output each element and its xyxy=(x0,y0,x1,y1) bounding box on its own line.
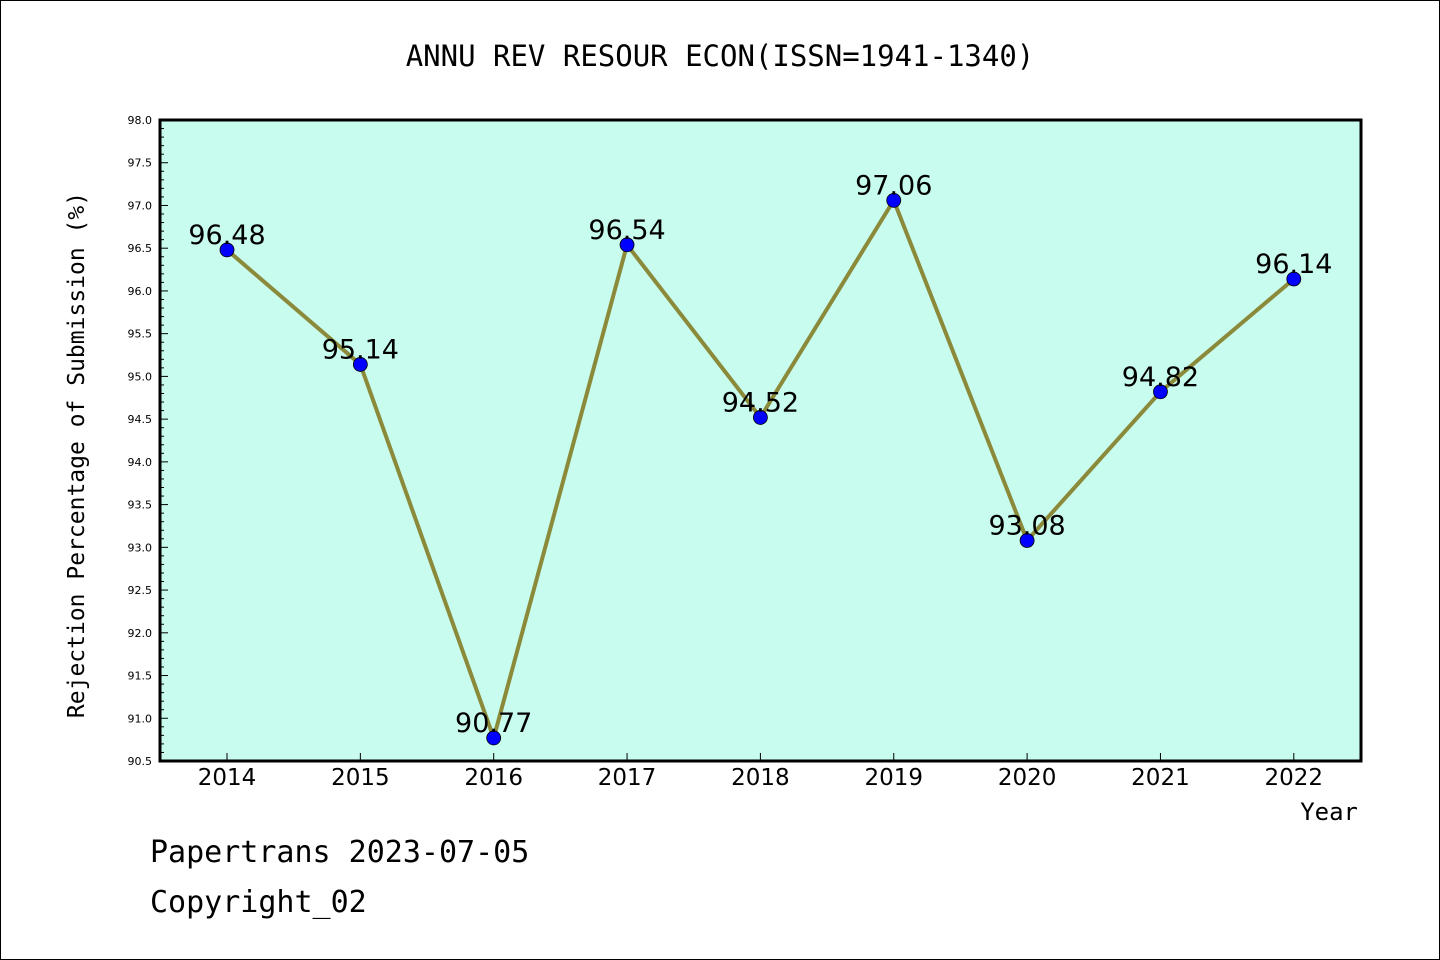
data-label: 93.08 xyxy=(988,510,1065,541)
y-tick-label: 91.0 xyxy=(128,712,153,725)
y-tick-label: 95.5 xyxy=(128,328,153,341)
x-tick-label: 2018 xyxy=(731,765,790,791)
y-tick-label: 96.5 xyxy=(128,242,153,255)
data-point xyxy=(1286,271,1302,287)
y-axis-label: Rejection Percentage of Submission (%) xyxy=(64,192,90,718)
data-label: 90.77 xyxy=(455,708,532,739)
footer-copyright: Copyright_02 xyxy=(150,885,367,920)
y-tick-label: 93.5 xyxy=(128,499,153,512)
footer-date: Papertrans 2023-07-05 xyxy=(150,835,530,870)
data-label: 96.54 xyxy=(588,215,665,246)
data-point xyxy=(753,410,768,425)
chart-title: ANNU REV RESOUR ECON(ISSN=1941-1340) xyxy=(406,39,1035,73)
x-tick-label: 2022 xyxy=(1265,765,1324,791)
x-axis-label: Year xyxy=(1300,798,1358,826)
plot-area xyxy=(158,118,1363,763)
x-axis: 2014 2015 2016 2017 2018 2019 2020 2021 2022 xyxy=(198,753,1323,791)
data-point xyxy=(486,730,502,746)
y-axis: 90.5 91.0 91.5 92.0 92.5 93.0 93.5 94.0 94.5 95.0… xyxy=(128,114,168,768)
x-tick-label: 2014 xyxy=(198,765,257,791)
data-point xyxy=(219,242,235,258)
y-tick-label: 96.0 xyxy=(128,285,153,298)
series-line xyxy=(219,192,1302,746)
y-tick-label: 92.0 xyxy=(128,627,153,640)
y-tick-label: 97.5 xyxy=(128,157,153,170)
y-tick-label: 94.5 xyxy=(128,413,153,426)
x-tick-label: 2017 xyxy=(598,765,657,791)
data-labels: 96.48 95.14 90.77 96.54 94.52 97.06 93.08 94.82… xyxy=(188,170,1332,739)
data-point xyxy=(619,237,635,253)
data-point xyxy=(886,192,902,208)
x-tick-label: 2019 xyxy=(864,765,923,791)
data-label: 97.06 xyxy=(855,170,932,201)
x-tick-label: 2015 xyxy=(331,765,390,791)
y-tick-label: 93.0 xyxy=(128,541,153,554)
y-tick-label: 92.5 xyxy=(128,584,153,597)
data-label: 96.48 xyxy=(188,220,265,251)
data-label: 94.52 xyxy=(722,387,799,418)
y-tick-label: 97.0 xyxy=(128,199,153,212)
y-tick-label: 91.5 xyxy=(128,670,153,683)
y-tick-label: 90.5 xyxy=(128,755,153,768)
data-point xyxy=(352,357,368,372)
data-point xyxy=(1019,533,1035,548)
y-tick-label: 95.0 xyxy=(128,370,153,383)
x-tick-label: 2016 xyxy=(464,765,523,791)
data-label: 96.14 xyxy=(1255,249,1332,280)
data-point xyxy=(1153,384,1168,400)
x-tick-label: 2020 xyxy=(998,765,1057,791)
x-tick-label: 2021 xyxy=(1131,765,1190,791)
y-tick-label: 98.0 xyxy=(128,114,153,127)
y-tick-label: 94.0 xyxy=(128,456,153,469)
data-label: 94.82 xyxy=(1122,362,1199,393)
data-label: 95.14 xyxy=(322,334,399,365)
